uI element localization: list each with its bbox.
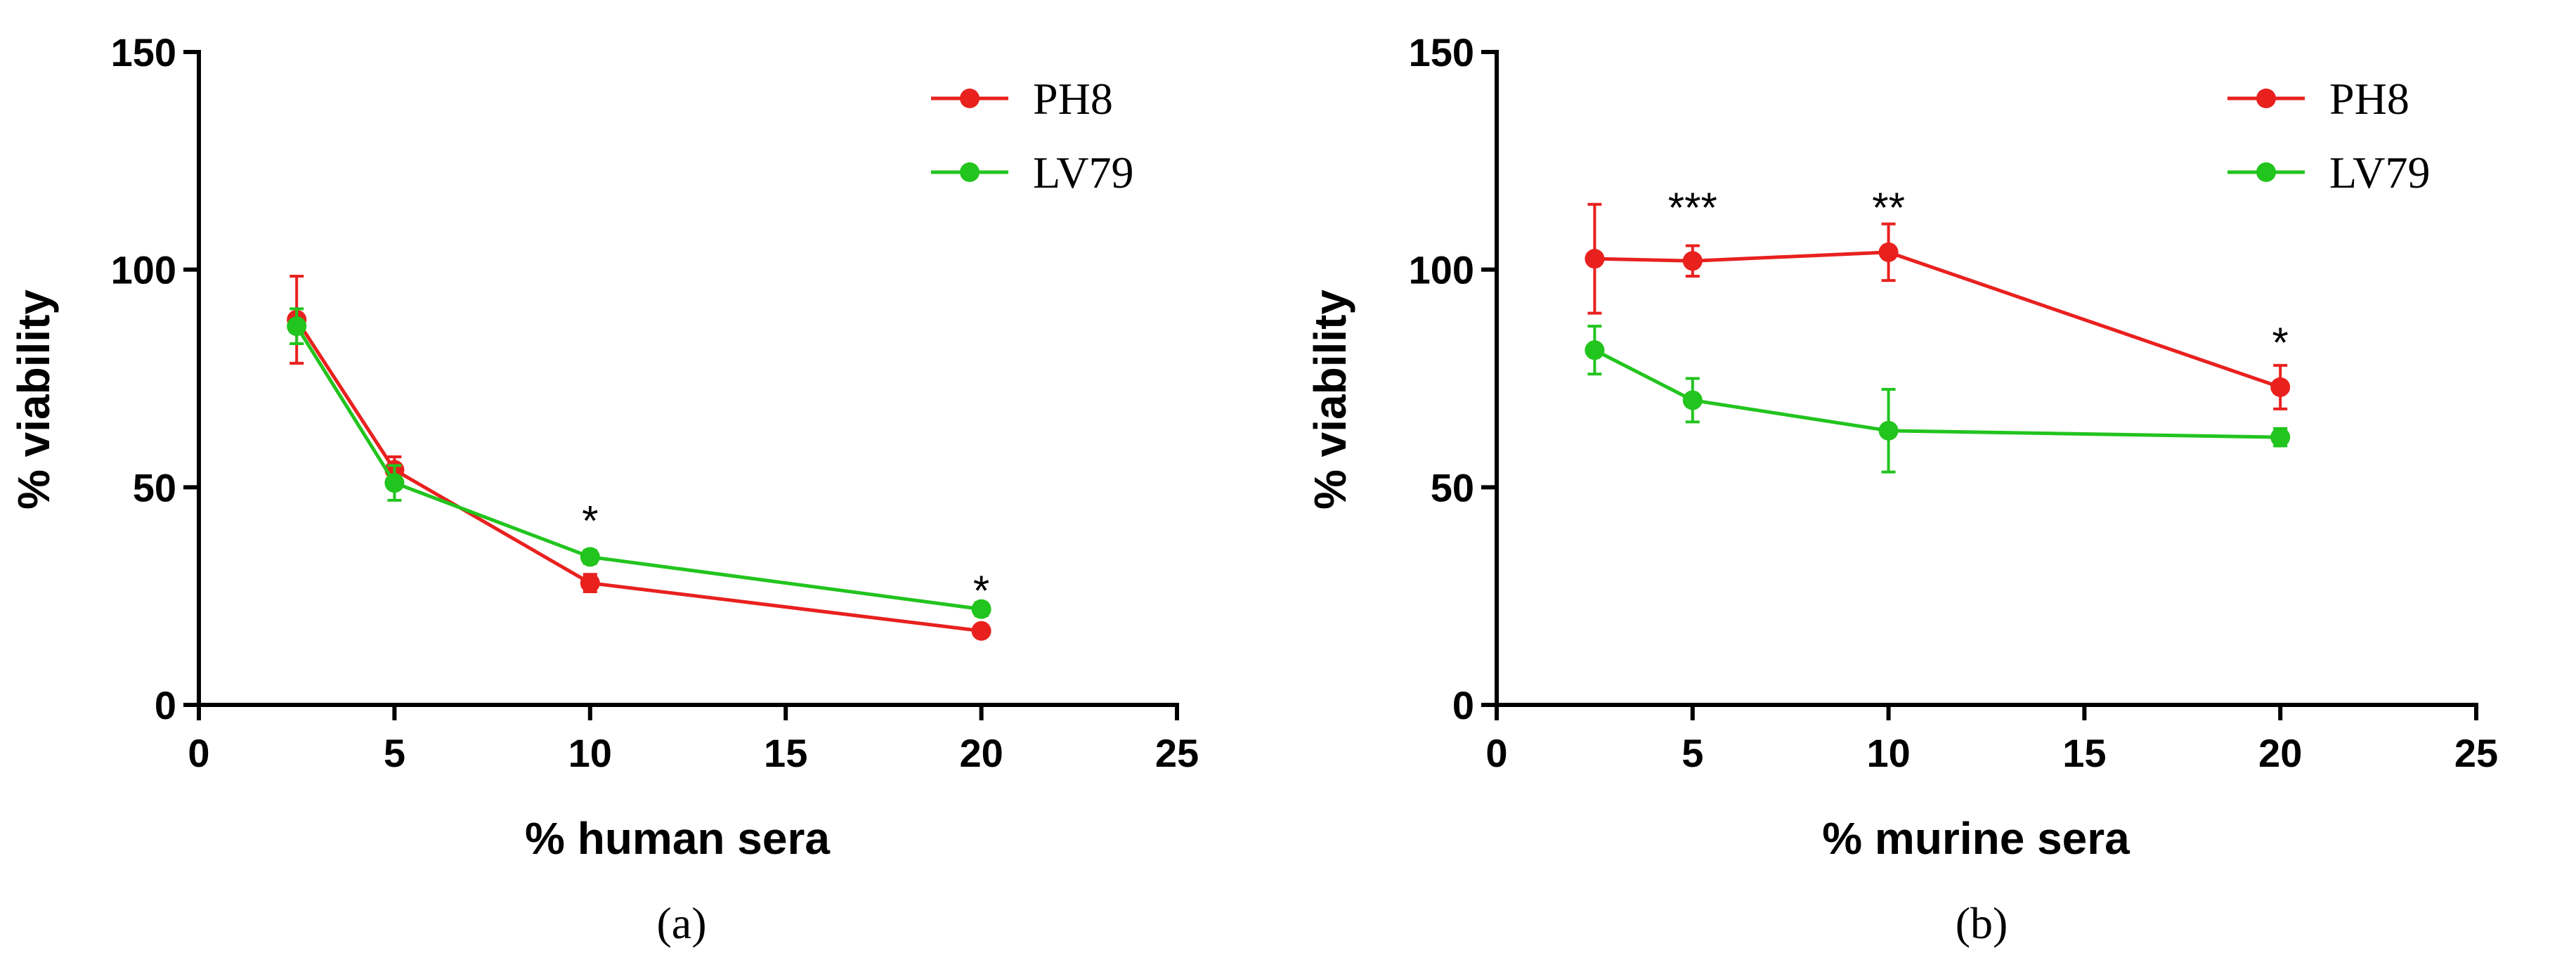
legend-label: PH8 bbox=[1033, 74, 1113, 124]
significance-marker: *** bbox=[1668, 184, 1717, 231]
series-line bbox=[295, 318, 982, 633]
x-axis-label: % human sera bbox=[525, 813, 830, 864]
chart-panel-a: 0 50 100 150 0 5 10 15 20 25 % human sera % viabili… bbox=[8, 30, 1199, 948]
x-tick-label: 0 bbox=[188, 731, 209, 775]
series-lv79 bbox=[1585, 325, 2291, 474]
x-tick-label: 0 bbox=[1485, 731, 1507, 775]
series-line bbox=[295, 325, 982, 611]
data-point bbox=[287, 316, 307, 337]
y-tick-label: 0 bbox=[1452, 683, 1474, 727]
series-ph8 bbox=[1585, 202, 2291, 410]
x-tick-label: 20 bbox=[2258, 731, 2302, 775]
legend-label: LV79 bbox=[1033, 148, 1133, 197]
legend-marker bbox=[960, 162, 980, 182]
x-tick-label: 15 bbox=[2062, 731, 2106, 775]
series-line bbox=[1594, 349, 2281, 439]
x-tick-label: 15 bbox=[764, 731, 807, 775]
legend-marker bbox=[2256, 162, 2276, 182]
data-point bbox=[971, 599, 991, 619]
x-tick-label: 5 bbox=[1681, 731, 1703, 775]
data-point bbox=[2270, 377, 2291, 397]
y-axis-label: % viability bbox=[8, 290, 59, 510]
data-point bbox=[580, 573, 600, 593]
data-point bbox=[1682, 251, 1703, 271]
panel-label: (a) bbox=[656, 898, 706, 948]
data-point bbox=[1878, 420, 1899, 441]
significance-marker: * bbox=[2272, 319, 2289, 366]
y-axis-label: % viability bbox=[1305, 290, 1355, 510]
x-tick-label: 20 bbox=[959, 731, 1003, 775]
data-point bbox=[2270, 427, 2291, 448]
x-tick-label: 10 bbox=[568, 731, 612, 775]
data-point bbox=[1682, 390, 1703, 410]
y-tick-label: 100 bbox=[111, 248, 176, 292]
data-point bbox=[1585, 249, 1605, 269]
chart-panel-b: 0 50 100 150 0 5 10 15 20 25 % murine sera % viabil… bbox=[1305, 30, 2498, 948]
legend-marker bbox=[2256, 89, 2276, 108]
y-tick-label: 0 bbox=[155, 683, 176, 727]
x-tick-label: 25 bbox=[2454, 731, 2498, 775]
data-point bbox=[580, 547, 600, 567]
data-point bbox=[1878, 242, 1899, 262]
legend-marker bbox=[960, 89, 980, 108]
x-axis-label: % murine sera bbox=[1822, 813, 2130, 864]
data-point bbox=[384, 473, 405, 493]
significance-marker: ** bbox=[1872, 184, 1905, 231]
y-tick-label: 150 bbox=[1409, 30, 1474, 74]
data-point bbox=[971, 621, 991, 641]
x-tick-label: 5 bbox=[384, 731, 405, 775]
y-tick-label: 150 bbox=[111, 30, 176, 74]
x-tick-label: 25 bbox=[1155, 731, 1199, 775]
x-tick-label: 10 bbox=[1866, 731, 1910, 775]
legend-label: LV79 bbox=[2329, 148, 2430, 197]
series-line bbox=[1594, 250, 2282, 389]
panel-label: (b) bbox=[1956, 898, 2008, 948]
y-tick-label: 100 bbox=[1409, 248, 1474, 292]
series-lv79 bbox=[287, 307, 991, 619]
y-tick-label: 50 bbox=[1431, 465, 1474, 510]
significance-marker: * bbox=[973, 567, 989, 614]
y-tick-label: 50 bbox=[133, 465, 176, 510]
significance-marker: * bbox=[582, 498, 598, 545]
series-ph8 bbox=[287, 274, 991, 641]
legend-label: PH8 bbox=[2329, 74, 2409, 124]
data-point bbox=[1585, 340, 1605, 361]
